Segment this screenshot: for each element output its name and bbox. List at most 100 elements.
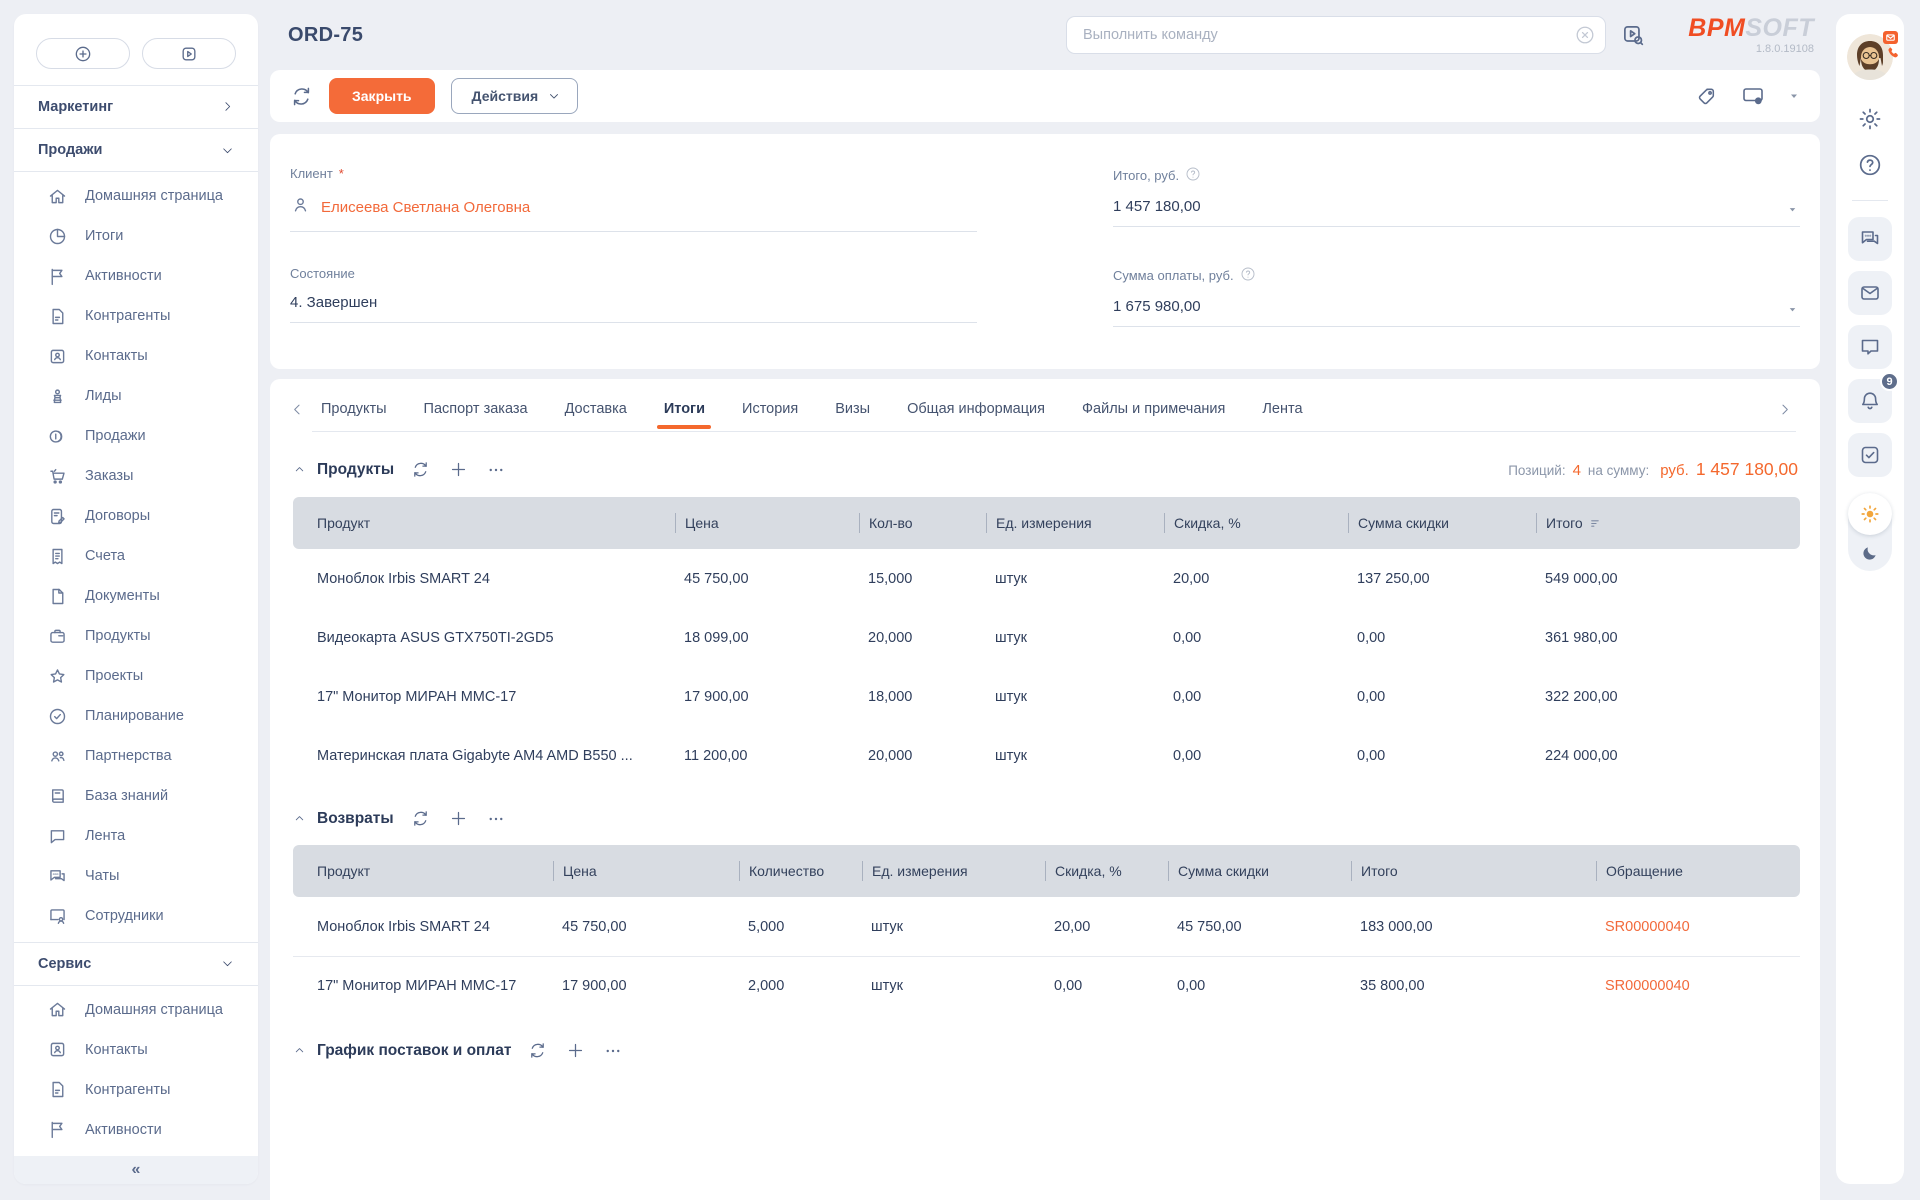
tab-item[interactable]: Визы — [835, 401, 871, 417]
refresh-icon[interactable] — [411, 460, 430, 479]
sidebar-section-sales[interactable]: Продажи — [14, 129, 258, 171]
sidebar-item[interactable]: Активности — [14, 1110, 258, 1150]
tab-item[interactable]: Продукты — [321, 401, 387, 417]
email-button[interactable] — [1848, 271, 1892, 315]
tab-item[interactable]: Доставка — [564, 401, 627, 417]
notifications-button[interactable]: 9 — [1848, 372, 1899, 423]
column-header[interactable]: Сумма скидки — [1168, 861, 1360, 881]
dark-theme-button[interactable] — [1861, 535, 1879, 571]
sidebar-item[interactable]: Продукты — [14, 616, 258, 656]
caret-down-icon[interactable] — [1787, 302, 1798, 320]
client-field[interactable]: Клиент * Елисеева Светлана Олеговна — [290, 166, 977, 232]
case-link[interactable]: SR00000040 — [1605, 918, 1690, 935]
help-circle-icon[interactable] — [1240, 266, 1256, 285]
refresh-button[interactable] — [290, 85, 313, 108]
light-theme-button[interactable] — [1848, 493, 1892, 535]
state-field[interactable]: Состояние 4. Завершен — [290, 266, 977, 327]
more-options-icon[interactable] — [487, 461, 505, 479]
tab-item[interactable]: Общая информация — [907, 401, 1046, 417]
tasks-button[interactable] — [1848, 433, 1892, 477]
sidebar-item[interactable]: Итоги — [14, 216, 258, 256]
column-header[interactable]: Продукт — [317, 863, 371, 879]
column-header[interactable]: Цена — [553, 861, 748, 881]
sidebar-item[interactable]: Проекты — [14, 656, 258, 696]
tabs-scroll-right-icon[interactable] — [1769, 402, 1800, 417]
column-header[interactable]: Обращение — [1596, 861, 1800, 881]
sidebar-item[interactable]: Продажи — [14, 416, 258, 456]
session-settings-icon[interactable] — [1740, 84, 1766, 108]
tab-item[interactable]: История — [742, 401, 799, 417]
sidebar-item[interactable]: Лента — [14, 816, 258, 856]
total-field[interactable]: Итого, руб. 1 457 180,00 — [1113, 166, 1800, 232]
sidebar-item[interactable]: Документы — [14, 576, 258, 616]
sidebar-item[interactable]: Активности — [14, 256, 258, 296]
help-circle-icon[interactable] — [1185, 166, 1201, 185]
sidebar-item[interactable]: Счета — [14, 536, 258, 576]
return-row[interactable]: Моноблок Irbis SMART 24 45 750,00 5,000 шту… — [293, 897, 1800, 956]
tab-item[interactable]: Лента — [1262, 401, 1303, 417]
sidebar-item[interactable]: Контрагенты — [14, 1070, 258, 1110]
product-row[interactable]: Материнская плата Gigabyte AM4 AMD B550 … — [293, 726, 1800, 785]
sidebar-section-marketing[interactable]: Маркетинг — [14, 86, 258, 128]
sidebar-item[interactable]: Договоры — [14, 496, 258, 536]
tab-item[interactable]: Паспорт заказа — [423, 401, 528, 417]
collapse-chevron-icon[interactable] — [293, 463, 306, 476]
product-row[interactable]: 17" Монитор МИРАН ММС-17 17 900,00 18,000 ш… — [293, 667, 1800, 726]
sidebar-collapse-button[interactable]: « — [14, 1155, 258, 1185]
more-options-icon[interactable] — [604, 1042, 622, 1060]
collapse-chevron-icon[interactable] — [293, 1044, 306, 1057]
column-header[interactable]: Цена — [675, 513, 868, 533]
return-row[interactable]: 17" Монитор МИРАН ММС-17 17 900,00 2,000 шт… — [293, 956, 1800, 1015]
tab-item[interactable]: Файлы и примечания — [1082, 401, 1226, 417]
feed-button[interactable] — [1848, 325, 1892, 369]
column-header[interactable]: Итого — [1351, 861, 1605, 881]
sidebar-item[interactable]: Чаты — [14, 856, 258, 896]
column-header[interactable]: Сумма скидки — [1348, 513, 1545, 533]
sidebar-item[interactable]: Контакты — [14, 336, 258, 376]
column-header[interactable]: Итого — [1536, 513, 1800, 533]
caret-down-icon[interactable] — [1787, 202, 1798, 220]
sidebar-item[interactable]: Сотрудники — [14, 896, 258, 936]
tag-icon[interactable] — [1695, 85, 1718, 108]
tabs-scroll-left-icon[interactable] — [282, 402, 313, 417]
product-row[interactable]: Моноблок Irbis SMART 24 45 750,00 15,000 шт… — [293, 549, 1800, 608]
chats-button[interactable] — [1848, 217, 1892, 261]
more-options-icon[interactable] — [487, 810, 505, 828]
sidebar-item[interactable]: Партнерства — [14, 736, 258, 776]
column-header[interactable]: Кол-во — [859, 513, 995, 533]
sidebar-item[interactable]: Домашняя страница — [14, 176, 258, 216]
sidebar-item[interactable]: База знаний — [14, 776, 258, 816]
command-input[interactable] — [1066, 16, 1606, 54]
run-process-button[interactable] — [142, 38, 236, 69]
sidebar-item[interactable]: Контакты — [14, 1030, 258, 1070]
settings-gear-icon[interactable] — [1857, 106, 1883, 132]
user-avatar[interactable] — [1847, 31, 1898, 80]
close-button[interactable]: Закрыть — [329, 78, 435, 114]
add-record-button[interactable] — [36, 38, 130, 69]
collapse-chevron-icon[interactable] — [293, 812, 306, 825]
process-search-icon[interactable] — [1620, 22, 1646, 48]
column-header[interactable]: Количество — [739, 861, 871, 881]
refresh-icon[interactable] — [411, 809, 430, 828]
case-link[interactable]: SR00000040 — [1605, 978, 1690, 994]
product-row[interactable]: Видеокарта ASUS GTX750TI-2GD5 18 099,00 20… — [293, 608, 1800, 667]
sidebar-item[interactable]: Домашняя страница — [14, 990, 258, 1030]
tab-active[interactable]: Итоги — [662, 389, 707, 429]
help-icon[interactable] — [1857, 152, 1883, 178]
payment-field[interactable]: Сумма оплаты, руб. 1 675 980,00 — [1113, 266, 1800, 327]
column-header[interactable]: Ед. измерения — [986, 513, 1173, 533]
refresh-icon[interactable] — [528, 1041, 547, 1060]
sidebar-section-service[interactable]: Сервис — [14, 943, 258, 985]
add-icon[interactable] — [566, 1041, 585, 1060]
add-icon[interactable] — [449, 809, 468, 828]
clear-command-icon[interactable] — [1574, 24, 1596, 51]
sidebar-item[interactable]: Контрагенты — [14, 296, 258, 336]
view-options-caret-icon[interactable] — [1788, 90, 1800, 102]
client-value-link[interactable]: Елисеева Светлана Олеговна — [321, 198, 531, 216]
sidebar-item[interactable]: Заказы — [14, 456, 258, 496]
sidebar-item[interactable]: Лиды — [14, 376, 258, 416]
column-header[interactable]: Скидка, % — [1045, 861, 1177, 881]
column-header[interactable]: Скидка, % — [1164, 513, 1357, 533]
sidebar-item[interactable]: Планирование — [14, 696, 258, 736]
column-header[interactable]: Продукт — [317, 515, 371, 531]
